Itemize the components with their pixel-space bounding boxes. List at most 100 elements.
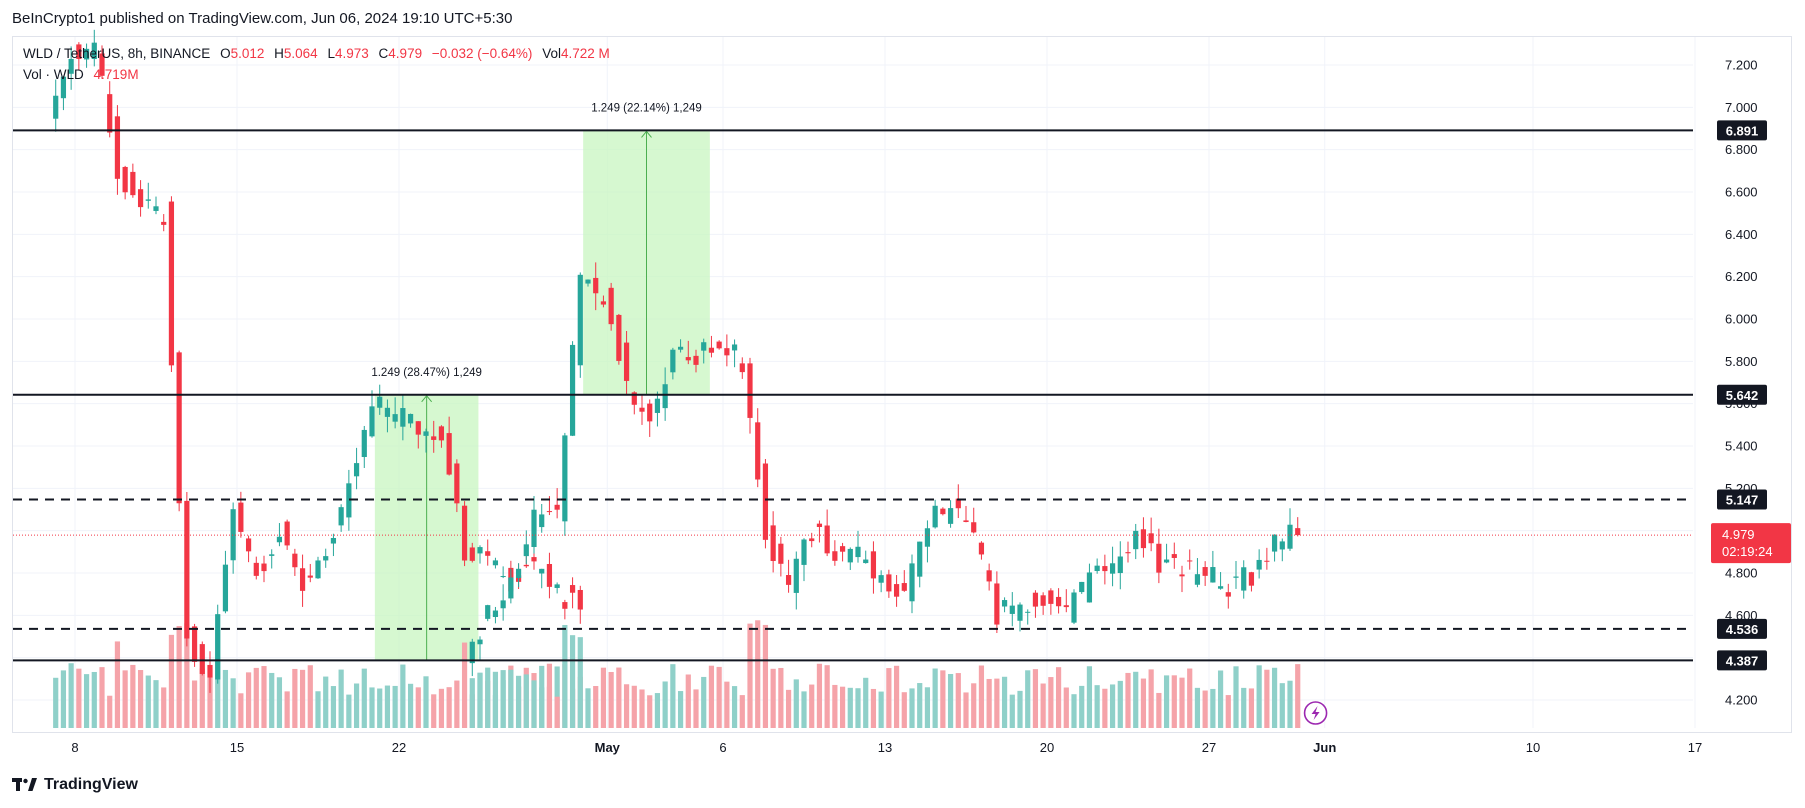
candle-body <box>431 436 437 440</box>
volume-bar <box>1063 687 1069 728</box>
x-tick-label: 6 <box>719 740 726 755</box>
x-tick-label: 17 <box>1688 740 1702 755</box>
volume-bar <box>392 685 398 728</box>
legend-open-label: O <box>220 46 231 61</box>
measure-label-0: 1.249 (28.47%) 1,249 <box>371 367 482 379</box>
candle-body <box>384 407 391 417</box>
tradingview-logo[interactable]: TradingView <box>12 776 138 794</box>
volume-bar <box>1094 685 1100 728</box>
candle-body <box>724 348 730 356</box>
candle-body <box>199 644 205 674</box>
candle-body <box>299 568 306 591</box>
volume-bar <box>1071 694 1077 728</box>
volume-bar <box>986 678 992 728</box>
candle-body <box>654 398 661 413</box>
candle-body <box>1032 592 1039 607</box>
volume-bar <box>785 689 792 728</box>
volume-bar <box>377 688 383 728</box>
candles <box>53 29 1301 693</box>
candle-body <box>1171 554 1177 558</box>
candle-body <box>893 584 900 597</box>
volume-bar <box>801 691 807 728</box>
candle-body <box>539 568 545 574</box>
candle-body <box>593 277 599 294</box>
candle-body <box>1179 574 1185 577</box>
level-label-6.891: 6.891 <box>1726 123 1759 138</box>
y-tick-label: 5.800 <box>1725 354 1758 369</box>
volume-bar <box>1279 683 1285 728</box>
volume-bar <box>1241 687 1247 728</box>
last-price-badge <box>1711 523 1791 564</box>
candle-body <box>292 553 298 568</box>
volume-bar <box>238 693 244 728</box>
volume-bar <box>778 667 784 728</box>
volume-legend-label: Vol · WLD <box>23 67 84 82</box>
volume-bar <box>307 665 313 728</box>
volume-bar <box>431 694 437 728</box>
candle-body <box>284 521 290 546</box>
candle-body <box>924 528 931 547</box>
candle-body <box>755 422 761 480</box>
candle-body <box>670 349 676 373</box>
countdown-timer: 02:19:24 <box>1722 544 1773 559</box>
candle-body <box>1048 590 1054 604</box>
candle-body <box>1156 543 1162 573</box>
replay-lightning-icon[interactable] <box>1303 701 1328 725</box>
lightning-glyph <box>1311 706 1320 720</box>
candle-body <box>716 341 722 349</box>
candle-body <box>762 463 769 540</box>
x-tick-label: 13 <box>878 740 892 755</box>
volume-bar <box>53 677 59 728</box>
volume-bar <box>446 687 452 728</box>
volume-bar <box>639 689 645 728</box>
volume-bar <box>654 693 661 728</box>
candle-body <box>986 570 992 582</box>
volume-bar <box>562 624 568 728</box>
volume-bar <box>438 688 445 728</box>
candle-body <box>701 342 707 351</box>
candle-body <box>878 575 884 583</box>
candle-body <box>469 547 475 561</box>
candle-body <box>847 548 853 563</box>
legend-open: 5.012 <box>230 46 265 61</box>
volume-bar <box>361 668 367 728</box>
volume-bar <box>1163 675 1170 728</box>
level-label-4.387: 4.387 <box>1726 653 1759 668</box>
candle-body <box>1241 567 1247 591</box>
volume-bar <box>153 680 159 728</box>
volume-bar <box>199 668 205 728</box>
legend-close-label: C <box>378 46 389 61</box>
candle-body <box>901 583 907 591</box>
volume-bar <box>647 695 653 728</box>
candle-body <box>492 560 499 566</box>
candle-body <box>76 44 82 59</box>
candle-body <box>485 605 491 619</box>
candle-body <box>269 554 275 556</box>
candle-body <box>392 414 398 422</box>
candle-body <box>253 562 259 576</box>
volume-bar <box>485 667 491 728</box>
candle-body <box>1102 566 1108 572</box>
volume-bar <box>1210 688 1216 728</box>
level-label-5.642: 5.642 <box>1726 388 1759 403</box>
candle-body <box>731 344 738 351</box>
candle-body <box>369 406 375 437</box>
candle-body <box>315 560 321 579</box>
volume-bar <box>1271 667 1278 728</box>
volume-bar <box>1140 678 1147 728</box>
volume-bar <box>693 689 699 728</box>
candle-body <box>469 641 475 664</box>
candle-body <box>693 355 699 365</box>
candle-body <box>778 543 784 564</box>
candle-body <box>222 564 229 612</box>
volume-bar <box>137 670 144 728</box>
volume-bar <box>809 684 815 728</box>
volume-bar <box>114 641 121 728</box>
volume-bar <box>770 668 776 728</box>
volume-bar <box>384 685 391 728</box>
candle-body <box>161 221 167 225</box>
candle-body <box>947 508 954 524</box>
volume-bar <box>608 671 614 728</box>
candle-body <box>616 314 622 361</box>
